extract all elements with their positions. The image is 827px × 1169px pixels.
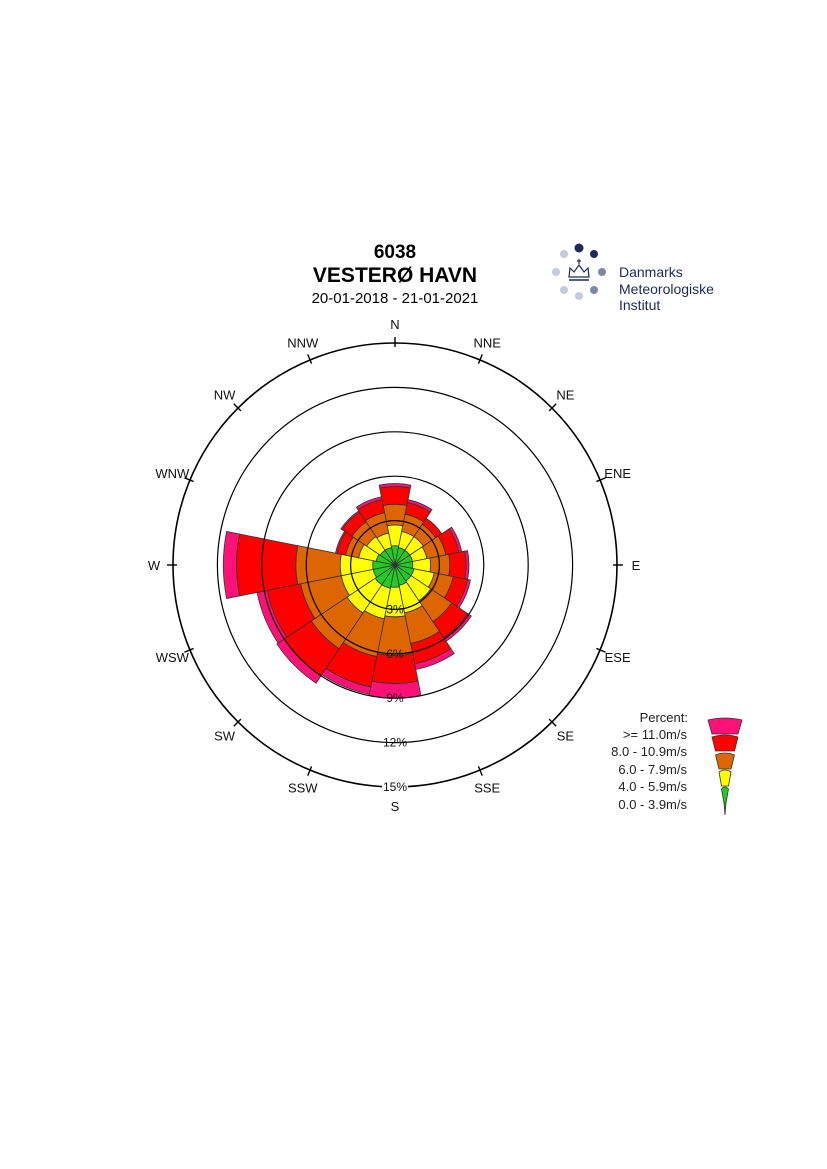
rose-petal-n-bin-3 bbox=[379, 486, 411, 506]
direction-tick bbox=[307, 354, 313, 364]
direction-label-ne: NE bbox=[556, 388, 574, 403]
direction-tick bbox=[184, 477, 194, 483]
direction-label-se: SE bbox=[557, 728, 575, 743]
legend-swatch bbox=[718, 769, 732, 787]
direction-label-sw: SW bbox=[214, 728, 236, 743]
legend-label: >= 11.0m/s bbox=[622, 727, 687, 742]
legend-swatch bbox=[715, 752, 735, 770]
direction-tick bbox=[477, 766, 483, 776]
period-range: 20-01-2018 - 21-01-2021 bbox=[311, 290, 479, 307]
legend-title: Percent: bbox=[639, 710, 688, 725]
logo-text-line: Danmarks bbox=[619, 264, 683, 280]
radial-tick-label: 15% bbox=[383, 780, 407, 794]
legend-label: 4.0 - 5.9m/s bbox=[618, 779, 687, 794]
dmi-crown-icon bbox=[552, 243, 606, 300]
direction-label-nnw: NNW bbox=[287, 335, 319, 350]
grid-ring bbox=[216, 386, 574, 744]
direction-tick bbox=[233, 403, 242, 412]
direction-label-wsw: WSW bbox=[156, 650, 190, 665]
legend-swatch bbox=[707, 717, 743, 735]
direction-label-n: N bbox=[390, 317, 399, 332]
direction-tick bbox=[233, 718, 242, 727]
legend-label: 6.0 - 7.9m/s bbox=[618, 762, 687, 777]
direction-label-ssw: SSW bbox=[288, 781, 318, 796]
direction-label-w: W bbox=[148, 558, 161, 573]
direction-label-wnw: WNW bbox=[155, 466, 190, 481]
rose-petal-e-bin-3 bbox=[448, 550, 467, 580]
direction-tick bbox=[596, 477, 606, 483]
direction-label-ese: ESE bbox=[605, 650, 631, 665]
direction-label-s: S bbox=[391, 799, 400, 814]
direction-tick bbox=[184, 647, 194, 653]
tick-label-bg bbox=[382, 780, 408, 794]
station-id: 6038 bbox=[373, 242, 417, 263]
rose-petal-nnw-bin-0 bbox=[384, 547, 396, 566]
grid-ring bbox=[261, 431, 529, 699]
dmi-logo bbox=[548, 240, 748, 320]
direction-label-ene: ENE bbox=[604, 466, 631, 481]
direction-tick bbox=[596, 647, 606, 653]
direction-label-e: E bbox=[632, 558, 641, 573]
radial-tick-label: 9% bbox=[386, 691, 404, 705]
legend-swatch bbox=[721, 786, 729, 804]
legend-label: 8.0 - 10.9m/s bbox=[611, 744, 687, 759]
direction-label-nw: NW bbox=[214, 388, 236, 403]
grid-ring bbox=[350, 519, 441, 610]
direction-tick bbox=[548, 403, 557, 412]
station-name: VESTERØ HAVN bbox=[312, 264, 478, 287]
radial-tick-label: 6% bbox=[386, 647, 404, 661]
logo-text-line: Meteorologiske bbox=[619, 281, 714, 297]
direction-tick bbox=[477, 354, 483, 364]
direction-tick bbox=[307, 766, 313, 776]
radial-tick-label: 3% bbox=[386, 602, 404, 616]
legend-label: 0.0 - 3.9m/s bbox=[618, 797, 687, 812]
direction-tick bbox=[548, 718, 557, 727]
logo-text-line: Institut bbox=[619, 297, 661, 313]
direction-label-sse: SSE bbox=[474, 781, 500, 796]
radial-tick-label: 12% bbox=[383, 736, 407, 750]
direction-label-nne: NNE bbox=[474, 335, 502, 350]
grid-ring bbox=[305, 475, 485, 655]
legend-swatch-tip bbox=[723, 802, 727, 816]
legend-swatch bbox=[711, 734, 739, 752]
